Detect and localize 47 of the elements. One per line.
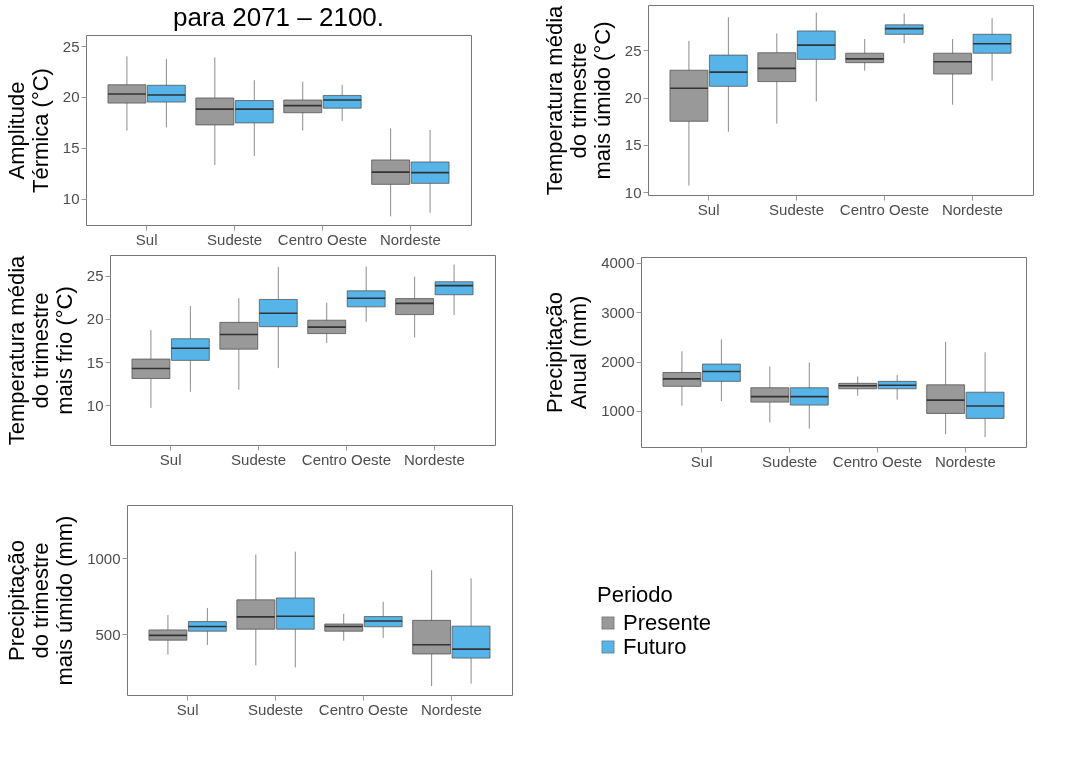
y-axis-title: Precipitação do trimestre mais úmido (mm) (4, 515, 78, 686)
y-tick-label: 25 (624, 41, 642, 59)
x-tick-label: Sudeste (248, 700, 304, 718)
y-tick-label: 500 (95, 625, 121, 643)
y-tick-label: 25 (62, 37, 80, 55)
y-tick-label: 10 (86, 396, 104, 414)
x-tick-label: Nordeste (934, 452, 996, 470)
legend-title: Periodo (597, 582, 673, 607)
y-tick-label: 1000 (601, 402, 635, 420)
x-tick-label: Centro Oeste (318, 700, 409, 718)
y-axis-title: Temperatura média do trimestre mais úmido (°C) (541, 4, 615, 196)
x-tick-label: Sudeste (207, 230, 263, 248)
y-axis-title: Temperatura média do trimestre mais frio (°C) (3, 254, 77, 446)
chart-title: para 2071 – 2100. (172, 2, 385, 32)
y-tick-label: 20 (62, 88, 80, 106)
y-tick-label: 3000 (601, 303, 635, 321)
x-tick-label: Sudeste (231, 450, 287, 468)
x-tick-label: Centro Oeste (839, 200, 930, 218)
y-tick-label: 1000 (87, 549, 121, 567)
x-tick-label: Sudeste (769, 200, 825, 218)
legend-label: Futuro (623, 634, 687, 659)
y-tick-label: 2000 (601, 353, 635, 371)
x-tick-label: Sul (135, 230, 158, 248)
y-tick-label: 15 (624, 136, 642, 154)
y-tick-label: 10 (624, 183, 642, 201)
y-tick-label: 25 (86, 267, 104, 285)
y-axis-title: Precipitação Anual (mm) (542, 291, 592, 414)
y-tick-label: 20 (624, 89, 642, 107)
x-tick-label: Nordeste (420, 700, 482, 718)
y-tick-label: 4000 (601, 254, 635, 272)
x-tick-label: Sudeste (762, 452, 818, 470)
x-tick-label: Nordeste (403, 450, 465, 468)
y-tick-label: 20 (86, 310, 104, 328)
x-tick-label: Nordeste (941, 200, 1003, 218)
y-tick-label: 15 (86, 353, 104, 371)
x-tick-label: Centro Oeste (277, 230, 368, 248)
x-tick-label: Nordeste (379, 230, 441, 248)
x-tick-label: Sul (159, 450, 182, 468)
y-tick-label: 15 (62, 139, 80, 157)
x-tick-label: Sul (176, 700, 199, 718)
y-axis-title: Amplitude Térmica (°C) (3, 68, 53, 193)
x-tick-label: Sul (697, 200, 720, 218)
x-tick-label: Sul (690, 452, 713, 470)
x-tick-label: Centro Oeste (301, 450, 392, 468)
y-tick-label: 10 (62, 190, 80, 208)
legend-label: Presente (623, 610, 712, 635)
x-tick-label: Centro Oeste (832, 452, 923, 470)
